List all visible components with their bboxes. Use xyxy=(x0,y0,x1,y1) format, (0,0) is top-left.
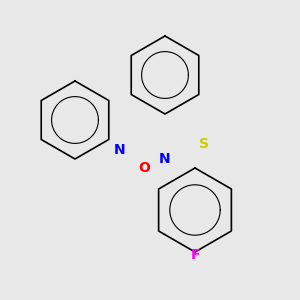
Text: N: N xyxy=(114,143,126,157)
Text: S: S xyxy=(199,137,209,151)
Text: F: F xyxy=(190,248,200,262)
Text: O: O xyxy=(138,161,150,175)
Text: N: N xyxy=(159,152,171,166)
